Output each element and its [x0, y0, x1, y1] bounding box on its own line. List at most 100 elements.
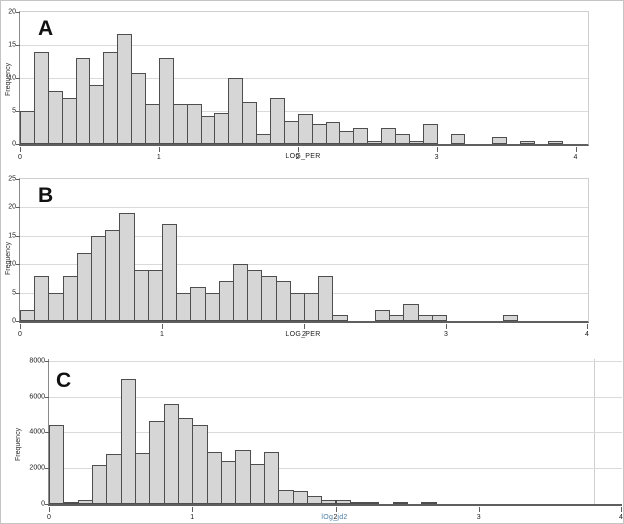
- y-tick-label: 15: [8, 41, 16, 49]
- histogram-bar: [502, 315, 518, 321]
- histogram-bar: [304, 292, 320, 321]
- x-tick-mark: [587, 324, 588, 329]
- x-tick-label: 3: [444, 331, 448, 338]
- plot-area-a: 0 5 10 15 20 0 1 2 3 4: [8, 9, 589, 161]
- histogram-bar: [147, 269, 163, 321]
- y-tick-label: 5: [12, 289, 16, 297]
- x-tick-label: 0: [18, 331, 22, 338]
- y-tick-mark: [16, 207, 20, 209]
- histogram-bar: [349, 502, 366, 504]
- histogram-bar: [318, 275, 334, 321]
- y-tick-label: 0: [41, 500, 45, 508]
- y-tick-mark: [45, 432, 49, 434]
- histogram-bar: [103, 51, 119, 144]
- histogram-bar: [89, 84, 105, 144]
- x-tick-label: 4: [585, 331, 589, 338]
- histogram-bar: [431, 315, 447, 321]
- histogram-bar: [75, 58, 91, 144]
- histogram-bar: [321, 500, 337, 504]
- histogram-bar: [247, 269, 263, 321]
- histogram-bar: [120, 378, 136, 504]
- histogram-bar: [297, 114, 313, 144]
- histogram-bar: [91, 235, 107, 321]
- y-tick-label: 25: [8, 175, 16, 183]
- y-tick-mark: [16, 45, 20, 46]
- y-tick-label: 0: [12, 317, 16, 325]
- x-tick-label: 4: [573, 154, 578, 161]
- y-tick-mark: [16, 12, 20, 13]
- plot-area-b: 0 5 10 15 20 25 0 1 2 3 4: [8, 176, 589, 338]
- y-tick-label: 10: [8, 74, 16, 82]
- histogram-bar: [269, 97, 285, 144]
- histogram-bar: [306, 495, 323, 504]
- histogram-bar: [228, 78, 244, 144]
- histogram-bar: [417, 315, 433, 321]
- histogram-bar: [106, 453, 122, 504]
- histogram-bar: [450, 134, 466, 144]
- histogram-bar: [172, 104, 188, 144]
- histogram-bar: [105, 230, 121, 321]
- histogram-bar: [408, 140, 424, 144]
- y-tick-mark: [45, 396, 49, 398]
- x-tick-mark: [436, 147, 438, 152]
- gridline: [49, 432, 622, 434]
- y-tick-label: 8000: [29, 357, 45, 365]
- x-tick-mark: [304, 324, 305, 329]
- histogram-bar: [158, 58, 174, 144]
- histogram-bar: [149, 420, 165, 504]
- x-tick-mark: [20, 147, 21, 152]
- histogram-bar: [392, 502, 409, 504]
- histogram-bar: [249, 463, 265, 504]
- x-tick-label: 1: [160, 331, 164, 338]
- histogram-bar: [233, 264, 249, 321]
- histogram-bar: [220, 461, 237, 504]
- x-tick-label: 0: [18, 154, 22, 161]
- x-tick-mark: [478, 507, 480, 512]
- gridline: [49, 468, 622, 470]
- y-tick-mark: [16, 292, 20, 294]
- histogram-bar: [263, 452, 280, 504]
- histogram-bar: [292, 490, 308, 504]
- histogram-bar: [375, 309, 391, 321]
- panel-letter-b: B: [38, 184, 54, 207]
- histogram-bar: [289, 292, 305, 321]
- histogram-bar: [186, 104, 202, 144]
- histogram-bar: [403, 303, 419, 321]
- histogram-bar: [163, 403, 179, 504]
- histogram-bar: [192, 425, 208, 504]
- y-tick-mark: [16, 264, 20, 266]
- histogram-bar: [335, 499, 351, 504]
- panel-letter-a: A: [38, 17, 54, 40]
- x-tick-label: 4: [619, 514, 623, 521]
- y-tick-mark: [16, 78, 20, 79]
- histogram-bar: [63, 502, 79, 504]
- plot-right-border-c: [594, 359, 595, 504]
- histogram-bar: [339, 130, 355, 144]
- histogram-bar: [492, 137, 508, 144]
- histogram-bar: [206, 452, 222, 504]
- y-tick-mark: [45, 468, 49, 470]
- panel-a: Frequency 0 5 10 15 20 0 1 2 3 4 A LOG_PER: [1, 1, 623, 169]
- histogram-bar: [20, 309, 36, 321]
- gridline: [20, 264, 588, 266]
- x-tick-label: 1: [156, 154, 161, 161]
- histogram-bar: [283, 120, 299, 144]
- x-axis-title-b: LOG_PER: [285, 331, 321, 338]
- histogram-bar: [367, 140, 383, 144]
- x-tick-label: 2: [295, 154, 300, 161]
- x-tick-mark: [297, 147, 299, 152]
- panel-letter-c: C: [56, 369, 72, 392]
- y-tick-mark: [16, 179, 20, 180]
- histogram-bar: [275, 281, 291, 321]
- x-tick-label: 2: [302, 331, 306, 338]
- histogram-bar: [162, 224, 178, 321]
- panel-b: Frequency 0 5 10 15 20 25 0 1 2 3 4 B LOG_PER: [1, 169, 623, 346]
- x-tick-mark: [162, 324, 163, 329]
- x-tick-mark: [158, 147, 160, 152]
- x-tick-label: 1: [190, 514, 195, 521]
- histogram-bar: [133, 269, 149, 321]
- histogram-bar: [421, 502, 437, 504]
- y-tick-mark: [16, 111, 20, 112]
- histogram-bar: [134, 452, 151, 504]
- histogram-bar: [242, 101, 258, 144]
